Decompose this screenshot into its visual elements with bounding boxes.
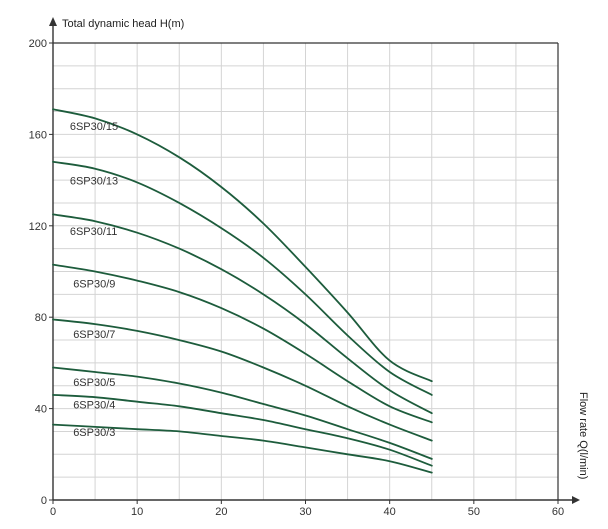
series-line <box>52 366 433 460</box>
series-label: 6SP30/3 <box>73 427 115 439</box>
x-axis-title: Flow rate Q(l/min) <box>577 392 589 479</box>
series-label: 6SP30/4 <box>73 400 115 412</box>
series-label: 6SP30/13 <box>70 176 118 188</box>
series-lines <box>52 108 433 474</box>
grid <box>53 43 558 500</box>
series-line <box>52 423 433 474</box>
series-label: 6SP30/15 <box>70 121 118 133</box>
series-line <box>52 160 433 396</box>
series-line <box>52 394 433 467</box>
y-tick-label: 40 <box>35 404 47 416</box>
series-label: 6SP30/11 <box>70 226 118 238</box>
tick-labels: 0 10 20 30 40 50 60 0 40 80 120 160 200 <box>29 38 564 518</box>
series-label: 6SP30/9 <box>73 278 115 290</box>
y-tick-label: 120 <box>29 221 47 233</box>
x-tick-label: 30 <box>299 506 311 518</box>
series-label: 6SP30/7 <box>73 329 115 341</box>
x-tick-label: 0 <box>50 506 56 518</box>
x-tick-label: 10 <box>131 506 143 518</box>
x-tick-label: 20 <box>215 506 227 518</box>
x-tick-label: 60 <box>552 506 564 518</box>
y-tick-label: 0 <box>41 495 47 507</box>
y-tick-label: 160 <box>29 129 47 141</box>
series-label: 6SP30/5 <box>73 377 115 389</box>
y-axis-title: Total dynamic head H(m) <box>62 18 184 30</box>
y-axis-arrow-icon <box>49 17 57 26</box>
series-line <box>52 108 433 383</box>
x-tick-label: 40 <box>384 506 396 518</box>
series-line <box>52 263 433 424</box>
series-line <box>52 213 433 415</box>
plot-frame <box>53 42 559 500</box>
series-labels: 6SP30/15 6SP30/13 6SP30/11 6SP30/9 6SP30/7 6S… <box>70 121 118 439</box>
x-axis-arrow-icon <box>572 496 580 504</box>
x-tick-label: 50 <box>468 506 480 518</box>
y-tick-label: 200 <box>29 38 47 50</box>
y-tick-label: 80 <box>35 312 47 324</box>
axes <box>49 17 580 504</box>
series-line <box>52 318 433 442</box>
